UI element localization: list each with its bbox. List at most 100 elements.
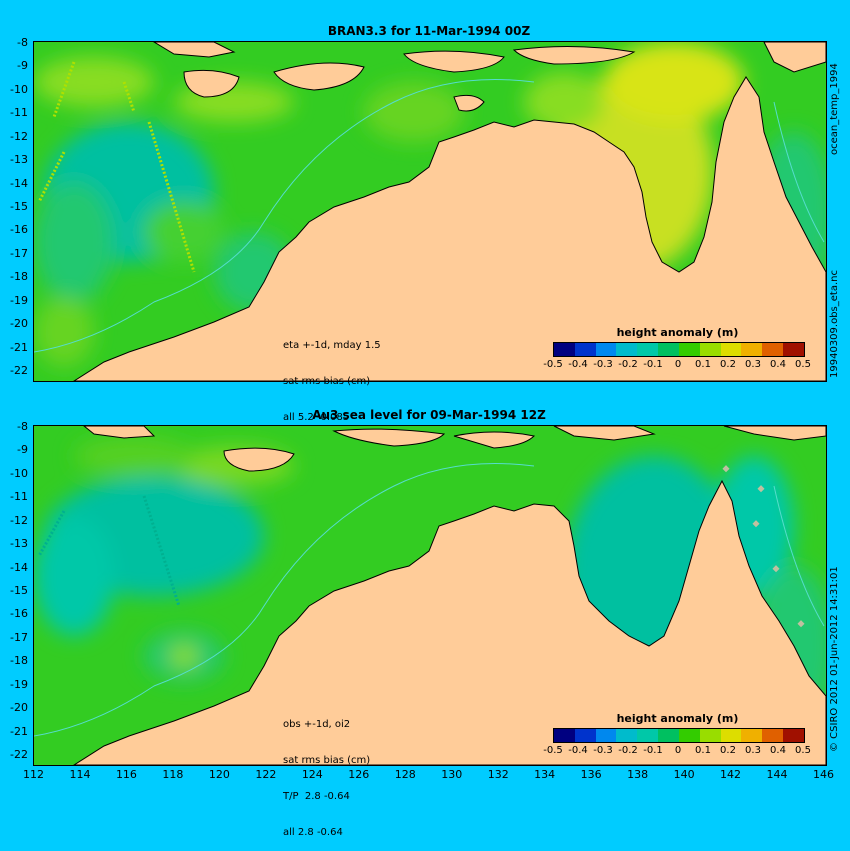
stats-line: obs +-1d, oi2 (283, 719, 351, 730)
latitude-tick-label: -8 (17, 36, 28, 49)
stats-line: eta +-1d, mday 1.5 (283, 340, 381, 351)
latitude-tick-label: -17 (10, 630, 28, 644)
panel-title-bottom: Au3 sea level for 09-Mar-1994 12Z (312, 408, 546, 422)
colorbar-tick-label: 0.5 (795, 359, 811, 370)
longitude-tick-label: 136 (580, 768, 602, 781)
latitude-tick-label: -8 (17, 420, 28, 433)
colorbar-swatch (595, 343, 617, 356)
longitude-tick-label: 144 (766, 768, 788, 781)
panel-title-top: BRAN3.3 for 11-Mar-1994 00Z (327, 24, 531, 38)
colorbar-title: height anomaly (m) (616, 326, 739, 339)
longitude-tick-label: 142 (720, 768, 742, 781)
longitude-tick-label: 132 (487, 768, 509, 781)
colorbar-tick-label: 0.2 (720, 745, 736, 756)
stats-line: sat rms bias (cm) (283, 755, 371, 766)
colorbar-swatch (783, 343, 804, 356)
colorbar-swatch (554, 343, 575, 356)
colorbar-tick-label: 0.2 (720, 359, 736, 370)
colorbar-swatch (637, 729, 659, 742)
latitude-tick-label: -13 (10, 537, 28, 551)
colorbar-tick-label: 0.3 (745, 359, 761, 370)
latitude-axis-top: -8 -9 -10 -11 -12 -13 -14 -15 -16 -17 -18 -19 -20 -21… (0, 36, 32, 380)
stats-line: T/P 2.8 -0.64 (283, 791, 350, 802)
latitude-tick-label: -11 (10, 106, 28, 120)
colorbar-tick-label: -0.1 (643, 359, 663, 370)
stats-line: sat rms bias (cm) (283, 376, 371, 387)
colorbar-tick-label: -0.3 (593, 745, 613, 756)
latitude-tick-label: -19 (10, 293, 28, 307)
colorbar-swatch (720, 343, 742, 356)
colorbar-tick-label: 0.4 (770, 745, 786, 756)
longitude-tick-label: 134 (534, 768, 556, 781)
colorbar-tick-label: -0.3 (593, 359, 613, 370)
colorbar-swatch (678, 729, 700, 742)
colorbar-swatch (595, 729, 617, 742)
longitude-tick-label: 120 (208, 768, 230, 781)
colorbar-swatch (574, 729, 596, 742)
colorbar-ticks: -0.5 -0.4 -0.3 -0.2 -0.1 0 0.1 0.2 0.3 0.4 0.5 (543, 359, 811, 373)
stats-line: all 5.2 -0.085 (283, 412, 350, 423)
colorbar-swatch (616, 729, 638, 742)
colorbar-swatch (637, 343, 659, 356)
longitude-tick-label: 138 (627, 768, 649, 781)
colorbar-tick-label: 0.1 (695, 359, 711, 370)
longitude-tick-label: 128 (394, 768, 416, 781)
land-mass-top (73, 42, 826, 381)
side-label-experiment: ocean_temp_1994 (829, 63, 840, 155)
colorbar-swatch (762, 729, 784, 742)
colorbar-swatch (699, 729, 721, 742)
latitude-tick-label: -18 (10, 654, 28, 668)
stats-line: all 2.8 -0.64 (283, 827, 343, 838)
latitude-axis-bottom: -8 -9 -10 -11 -12 -13 -14 -15 -16 -17 -18 -19 -20 -21… (0, 420, 32, 764)
colorbar-bottom: height anomaly (m) -0.5 -0.4 -0.3 -0.2 -0.1 0… (543, 712, 811, 762)
colorbar-tick-label: 0 (674, 745, 682, 756)
latitude-tick-label: -20 (10, 701, 28, 715)
latitude-tick-label: -9 (17, 59, 28, 73)
longitude-tick-label: 130 (441, 768, 463, 781)
latitude-tick-label: -9 (17, 443, 28, 457)
colorbar-tick-label: -0.2 (618, 745, 638, 756)
side-label-copyright: © CSIRO 2012 01-Jun-2012 14:31:01 (829, 566, 840, 752)
side-label-file: 19940309.obs_eta.nc (829, 270, 840, 378)
latitude-tick-label: -21 (10, 724, 28, 738)
colorbar-swatch (720, 729, 742, 742)
colorbar-tick-label: 0.1 (695, 745, 711, 756)
longitude-tick-label: 112 (23, 768, 44, 781)
colorbar-swatch (658, 343, 679, 356)
longitude-axis: 112 114 116 118 120 122 124 126 128 130 132 134 136 1… (23, 768, 834, 784)
latitude-tick-label: -11 (10, 490, 28, 504)
latitude-tick-label: -15 (10, 200, 28, 213)
longitude-tick-label: 126 (348, 768, 370, 781)
colorbar-tick-label: 0.5 (795, 745, 811, 756)
colorbar-swatch (678, 343, 700, 356)
latitude-tick-label: -21 (10, 340, 28, 354)
latitude-tick-label: -12 (10, 513, 28, 527)
colorbar-swatch (554, 729, 575, 742)
longitude-tick-label: 124 (301, 768, 323, 781)
latitude-tick-label: -15 (10, 584, 28, 597)
latitude-tick-label: -10 (10, 466, 28, 480)
latitude-tick-label: -16 (10, 223, 28, 237)
latitude-tick-label: -18 (10, 270, 28, 284)
land-mass-bottom (73, 426, 826, 765)
longitude-tick-label: 118 (162, 768, 184, 781)
colorbar-tick-label: -0.5 (543, 745, 563, 756)
longitude-tick-label: 140 (673, 768, 695, 781)
colorbar-scale (553, 728, 805, 743)
longitude-tick-label: 114 (69, 768, 91, 781)
latitude-tick-label: -20 (10, 317, 28, 331)
colorbar-tick-label: 0.3 (745, 745, 761, 756)
latitude-tick-label: -14 (10, 560, 28, 574)
latitude-tick-label: -16 (10, 607, 28, 621)
latitude-tick-label: -17 (10, 246, 28, 260)
colorbar-swatch (741, 343, 763, 356)
colorbar-tick-label: -0.4 (568, 745, 588, 756)
colorbar-swatch (574, 343, 596, 356)
latitude-tick-label: -22 (10, 364, 28, 377)
longitude-tick-label: 146 (813, 768, 834, 781)
colorbar-tick-label: 0 (674, 359, 682, 370)
colorbar-swatch (762, 343, 784, 356)
colorbar-top: height anomaly (m) -0.5 -0.4 -0.3 -0.2 -0.1 0… (543, 326, 811, 376)
longitude-tick-label: 122 (255, 768, 277, 781)
colorbar-tick-label: 0.4 (770, 359, 786, 370)
